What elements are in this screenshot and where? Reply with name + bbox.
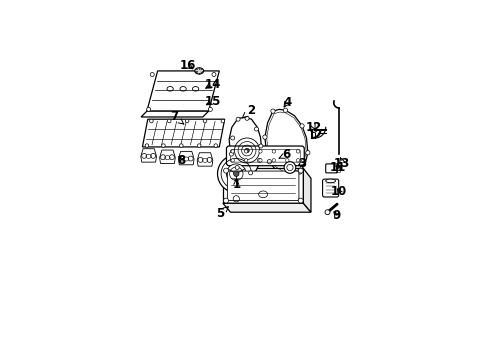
Polygon shape <box>223 203 310 212</box>
Text: 1: 1 <box>232 177 240 190</box>
Circle shape <box>254 127 258 131</box>
Circle shape <box>179 144 183 147</box>
Ellipse shape <box>194 68 203 74</box>
Circle shape <box>267 159 271 164</box>
Circle shape <box>298 168 303 173</box>
Circle shape <box>211 72 216 77</box>
Circle shape <box>325 210 329 215</box>
Text: 6: 6 <box>279 148 290 162</box>
Circle shape <box>244 148 249 153</box>
Text: 4: 4 <box>283 96 291 109</box>
Text: 8: 8 <box>177 154 185 167</box>
Circle shape <box>146 107 150 111</box>
FancyBboxPatch shape <box>325 164 337 173</box>
Circle shape <box>280 172 285 176</box>
Circle shape <box>272 150 275 153</box>
Circle shape <box>230 136 234 140</box>
Circle shape <box>296 150 299 153</box>
Circle shape <box>284 162 295 173</box>
FancyBboxPatch shape <box>226 146 304 166</box>
Polygon shape <box>141 149 156 162</box>
Circle shape <box>150 72 154 77</box>
FancyBboxPatch shape <box>322 179 338 197</box>
Circle shape <box>258 150 262 153</box>
Circle shape <box>230 150 234 153</box>
Polygon shape <box>141 111 208 117</box>
Circle shape <box>262 135 266 139</box>
Circle shape <box>230 159 234 162</box>
Circle shape <box>203 119 206 123</box>
Circle shape <box>185 119 188 123</box>
Circle shape <box>305 150 309 155</box>
Circle shape <box>149 119 153 123</box>
Circle shape <box>298 198 303 203</box>
Circle shape <box>296 159 299 162</box>
Polygon shape <box>159 150 175 163</box>
Circle shape <box>270 109 275 113</box>
Text: 11: 11 <box>329 161 345 174</box>
Text: 2: 2 <box>242 104 255 118</box>
Polygon shape <box>146 71 219 111</box>
Polygon shape <box>142 119 224 147</box>
Circle shape <box>244 159 247 162</box>
Circle shape <box>223 168 228 173</box>
Polygon shape <box>223 168 303 203</box>
Polygon shape <box>303 168 310 212</box>
FancyBboxPatch shape <box>227 171 298 201</box>
Circle shape <box>235 166 239 170</box>
Text: 16: 16 <box>180 59 196 72</box>
Circle shape <box>283 108 287 112</box>
Circle shape <box>244 150 247 153</box>
Polygon shape <box>264 109 307 175</box>
Circle shape <box>299 124 304 128</box>
Text: 14: 14 <box>204 78 221 91</box>
Circle shape <box>226 164 245 184</box>
Circle shape <box>208 107 212 111</box>
Text: 5: 5 <box>216 207 228 220</box>
Polygon shape <box>229 117 261 174</box>
Circle shape <box>285 150 288 153</box>
Text: 3: 3 <box>297 157 305 170</box>
Circle shape <box>286 165 292 171</box>
Circle shape <box>221 119 224 123</box>
Circle shape <box>257 158 261 162</box>
Text: 7: 7 <box>170 111 183 124</box>
Circle shape <box>272 159 275 162</box>
Text: 15: 15 <box>204 95 221 108</box>
Circle shape <box>297 170 301 174</box>
Ellipse shape <box>325 179 335 183</box>
Circle shape <box>236 117 240 121</box>
Circle shape <box>223 198 228 203</box>
Circle shape <box>145 144 148 147</box>
Circle shape <box>244 116 248 120</box>
Circle shape <box>162 144 165 147</box>
Circle shape <box>248 171 252 175</box>
Circle shape <box>285 159 288 162</box>
Circle shape <box>229 152 233 156</box>
Polygon shape <box>197 153 212 166</box>
Text: 13: 13 <box>333 157 350 170</box>
Circle shape <box>214 144 217 147</box>
Polygon shape <box>178 152 194 165</box>
Circle shape <box>197 144 201 147</box>
Text: 12: 12 <box>305 121 322 134</box>
Text: 9: 9 <box>332 209 340 222</box>
Circle shape <box>258 144 263 148</box>
Circle shape <box>258 159 262 162</box>
Circle shape <box>217 155 255 193</box>
Circle shape <box>167 119 171 123</box>
Text: 10: 10 <box>330 185 346 198</box>
Circle shape <box>233 171 239 176</box>
